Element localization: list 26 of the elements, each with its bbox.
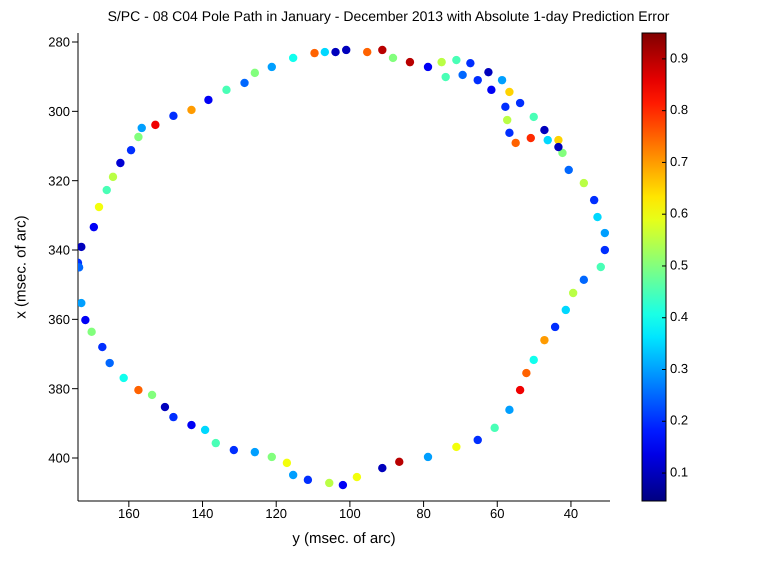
x-tick-label: 80 (416, 506, 431, 522)
color-bar-label: 0.2 (670, 412, 688, 428)
x-tick-label: 120 (265, 506, 288, 522)
x-tick-label: 100 (339, 506, 361, 522)
y-tick-label: 400 (48, 450, 70, 466)
y-tick-label: 380 (48, 381, 70, 396)
y-tick-label: 280 (48, 34, 70, 50)
color-bar-label: 0.8 (670, 102, 688, 118)
color-bar-label: 0.6 (670, 206, 688, 221)
y-tick-label: 360 (48, 312, 70, 327)
y-axis-title: x (msec. of arc) (12, 215, 30, 319)
x-axis-title: y (msec. of arc) (292, 530, 396, 547)
color-bar-label: 0.5 (670, 257, 688, 272)
color-bar-label: 0.7 (670, 154, 688, 169)
y-tick-label: 300 (48, 104, 70, 119)
y-tick-label: 320 (48, 173, 70, 188)
color-bar-label: 0.1 (670, 464, 688, 480)
color-bar-label: 0.4 (670, 309, 688, 324)
y-tick-label: 340 (48, 242, 70, 258)
x-tick-label: 60 (490, 506, 504, 522)
chart-title: S/PC - 08 C04 Pole Path in January - December 2013 with Absolute 1-day Prediction Error (106, 8, 670, 26)
color-bar-label: 0.3 (670, 360, 688, 376)
x-tick-label: 160 (118, 506, 140, 522)
color-bar-label: 0.9 (670, 50, 688, 66)
x-tick-label: 40 (564, 506, 578, 522)
x-tick-label: 140 (192, 506, 214, 522)
